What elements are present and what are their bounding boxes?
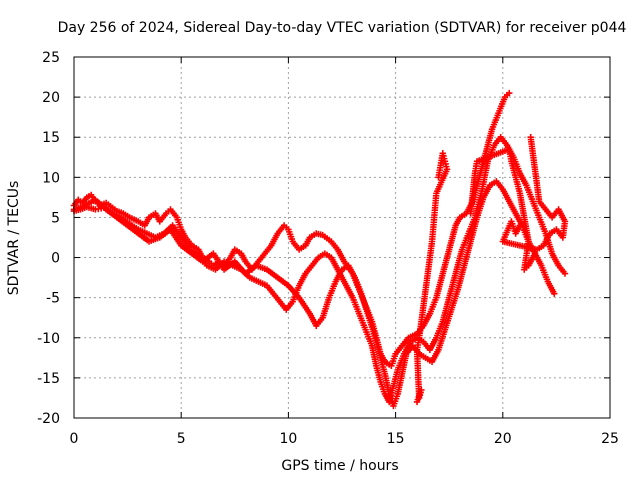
data-point (506, 89, 513, 97)
data-points (70, 89, 569, 410)
chart-title: Day 256 of 2024, Sidereal Day-to-day VTE… (58, 20, 627, 36)
y-tick-label: 5 (51, 210, 60, 226)
plot-frame (73, 56, 611, 419)
y-tick-label: 25 (42, 50, 60, 66)
y-axis-label: SDTVAR / TECUs (6, 181, 22, 296)
x-tick-label: 20 (494, 431, 512, 447)
data-point (413, 398, 421, 406)
x-tick-label: 10 (279, 431, 297, 447)
y-tick-label: 0 (51, 251, 60, 267)
y-tick-label: -10 (37, 331, 60, 347)
x-tick-label: 0 (70, 431, 79, 447)
data-point (516, 222, 524, 229)
x-tick-label: 25 (601, 431, 619, 447)
y-axis-ticks: -20 -15 -10 -5 0 5 10 15 20 25 (37, 50, 610, 427)
y-tick-label: 10 (42, 170, 60, 186)
x-axis-ticks: 0 5 10 15 20 25 (70, 57, 619, 447)
x-axis-label: GPS time / hours (281, 458, 398, 474)
y-tick-label: 20 (42, 90, 60, 106)
y-tick-label: -5 (46, 291, 60, 307)
y-tick-label: -15 (37, 371, 60, 387)
x-tick-label: 5 (177, 431, 186, 447)
data-point (551, 290, 558, 297)
data-point (561, 270, 569, 277)
y-tick-label: -20 (37, 411, 60, 427)
y-tick-label: 15 (42, 130, 60, 146)
x-tick-label: 15 (387, 431, 405, 447)
